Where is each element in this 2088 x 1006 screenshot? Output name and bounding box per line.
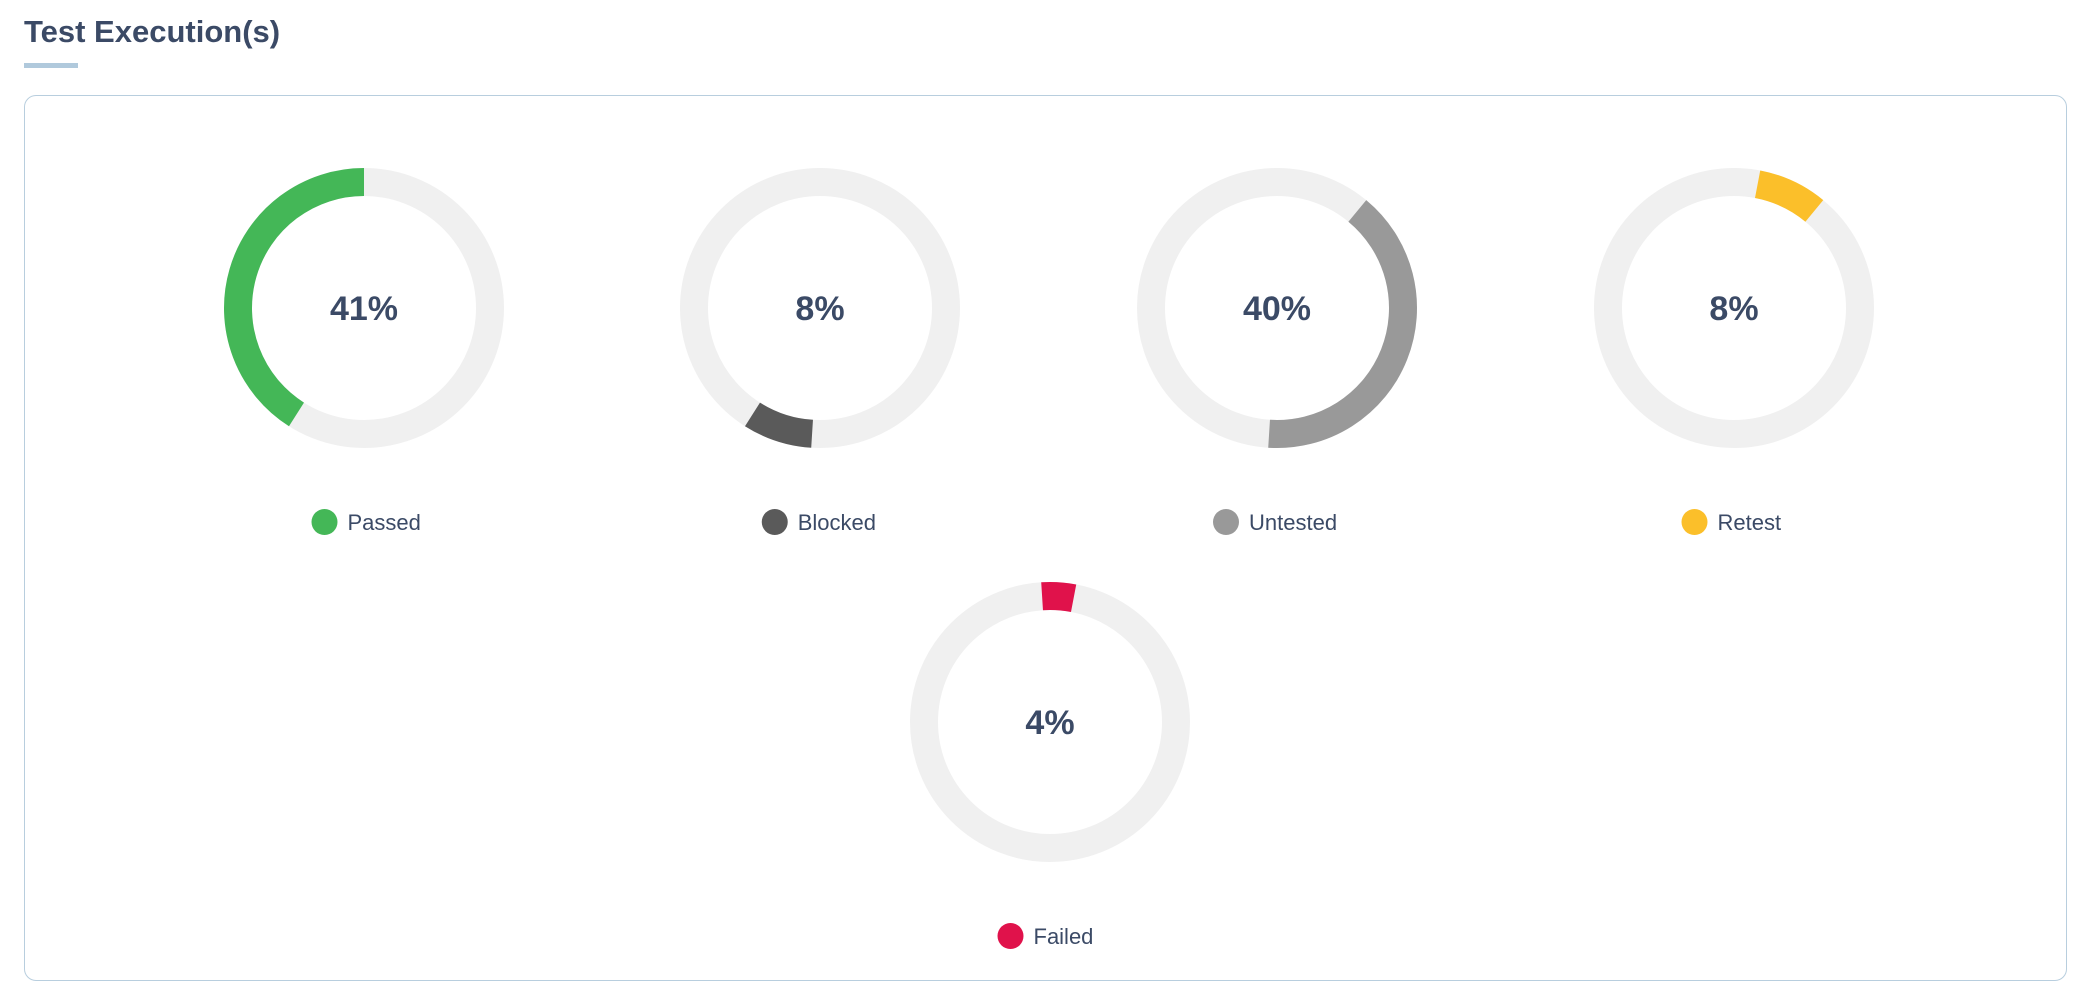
legend-dot-icon	[761, 509, 788, 535]
donut-segment-blocked[interactable]	[744, 402, 814, 448]
title-underline	[24, 63, 78, 68]
chart-panel	[24, 95, 2067, 981]
legend-item-passed[interactable]: Passed	[311, 509, 421, 535]
donut-track-retest	[1594, 168, 1874, 448]
percentage-label: 8%	[795, 290, 844, 328]
percentage-label: 4%	[1025, 704, 1074, 742]
legend-label: Retest	[1718, 510, 1782, 535]
donut-track-blocked	[680, 168, 960, 448]
legend-item-untested[interactable]: Untested	[1213, 509, 1337, 535]
legend-dot-icon	[1681, 509, 1708, 535]
legend-label: Untested	[1249, 510, 1337, 535]
legend-label: Passed	[348, 510, 421, 535]
legend-dot-icon	[1213, 509, 1239, 535]
donut-segment-failed[interactable]	[1041, 582, 1077, 613]
legend-label: Failed	[1034, 924, 1094, 949]
section-title: Test Execution(s)	[24, 14, 281, 49]
legend-dot-icon	[997, 923, 1024, 949]
legend-item-failed[interactable]: Failed	[997, 923, 1094, 949]
legend-item-retest[interactable]: Retest	[1681, 509, 1782, 535]
legend-dot-icon	[311, 509, 338, 535]
donut-segment-retest[interactable]	[1754, 170, 1824, 222]
donut-segment-untested[interactable]	[1268, 200, 1417, 448]
legend-label: Blocked	[798, 510, 876, 535]
donut-segment-passed[interactable]	[224, 168, 365, 427]
legend-item-blocked[interactable]: Blocked	[761, 509, 876, 535]
percentage-label: 8%	[1709, 290, 1758, 328]
percentage-label: 40%	[1243, 290, 1311, 328]
percentage-label: 41%	[330, 290, 398, 328]
